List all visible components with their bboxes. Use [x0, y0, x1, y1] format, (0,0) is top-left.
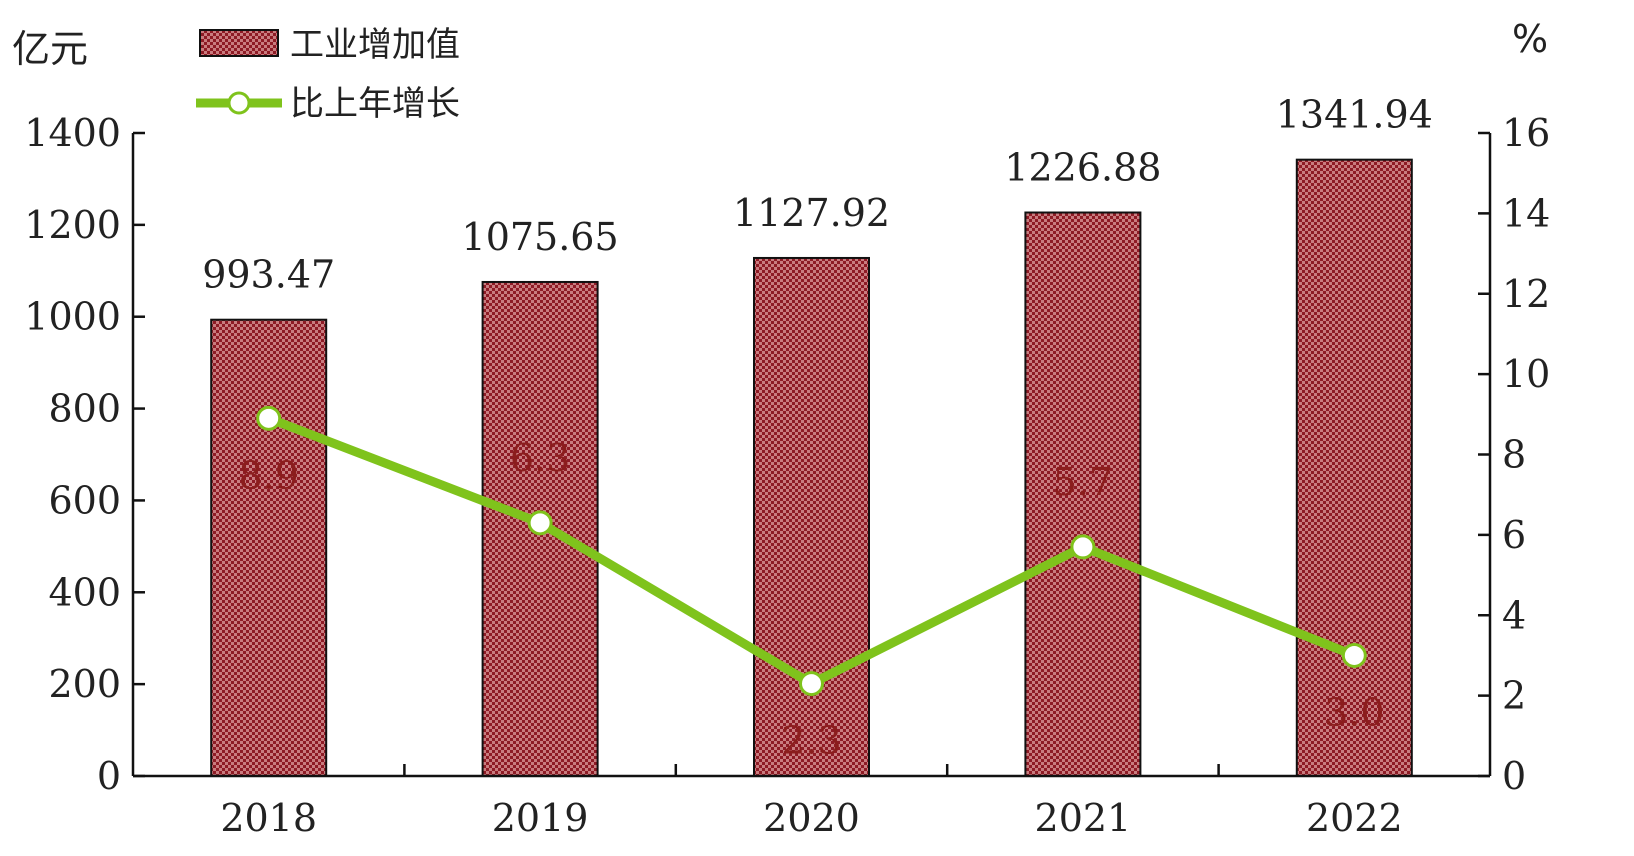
right-tick-label: 6: [1502, 513, 1526, 557]
growth-point-2020: [799, 671, 824, 697]
right-tick-label: 12: [1502, 272, 1550, 316]
x-tick-label-2018: 2018: [220, 796, 317, 840]
left-tick-label: 800: [48, 387, 121, 431]
growth-value-label-2019: 6.3: [510, 436, 570, 480]
growth-value-label-2022: 3.0: [1324, 690, 1384, 734]
bar-value-label-2021: 1226.88: [1004, 146, 1161, 190]
left-tick-label: 400: [48, 570, 121, 614]
legend-line-label: 比上年增长: [290, 84, 460, 124]
growth-point-2018: [256, 405, 282, 431]
right-axis-unit: %: [1512, 17, 1548, 61]
bar-value-label-2018: 993.47: [202, 253, 335, 297]
right-tick-label: 0: [1502, 754, 1526, 798]
line-layer: [256, 405, 1367, 697]
x-tick-label-2019: 2019: [492, 796, 589, 840]
growth-value-label-2018: 8.9: [238, 453, 298, 497]
bar-value-label-2020: 1127.92: [733, 191, 890, 235]
left-axis-unit: 亿元: [12, 27, 88, 71]
right-tick-label: 16: [1502, 111, 1550, 155]
bar-2018: [210, 318, 328, 777]
left-tick-label: 1400: [24, 111, 121, 155]
labels-layer: 993.47 1075.65 1127.92 1226.88 1341.94 8.9 6.3…: [202, 93, 1433, 763]
right-tick-label: 2: [1502, 674, 1526, 718]
right-tick-label: 10: [1502, 352, 1550, 396]
right-tick-label: 14: [1502, 191, 1550, 235]
left-tick-label: 600: [48, 478, 121, 522]
growth-value-label-2020: 2.3: [781, 719, 841, 763]
bar-2022: [1295, 158, 1413, 777]
growth-point-2021: [1070, 534, 1096, 560]
x-tick-label-2020: 2020: [763, 796, 860, 840]
legend: 工业增加值 比上年增长: [196, 25, 460, 124]
left-tick-label: 1000: [24, 295, 121, 339]
left-tick-label: 0: [97, 754, 121, 798]
bar-value-label-2022: 1341.94: [1276, 93, 1433, 137]
growth-point-2022: [1341, 642, 1367, 668]
axes-layer: 0 200 400 600 800 1000 1200 1400 0 2 4 6 8 10 12 14 16 20…: [24, 111, 1550, 840]
x-tick-label-2022: 2022: [1306, 796, 1403, 840]
growth-value-label-2021: 5.7: [1053, 460, 1113, 504]
x-tick-label-2021: 2021: [1035, 796, 1132, 840]
bar-2021: [1024, 211, 1142, 777]
bars-layer: [210, 158, 1413, 777]
legend-bar-label: 工业增加值: [290, 25, 460, 65]
bar-value-label-2019: 1075.65: [462, 215, 619, 259]
right-tick-label: 8: [1502, 433, 1526, 477]
growth-point-2019: [527, 510, 553, 536]
legend-bar-swatch: [199, 29, 279, 57]
legend-line-marker: [227, 91, 251, 115]
right-tick-label: 4: [1502, 593, 1526, 637]
left-tick-label: 1200: [24, 203, 121, 247]
bar-2020: [753, 256, 870, 777]
left-tick-label: 200: [48, 662, 121, 706]
